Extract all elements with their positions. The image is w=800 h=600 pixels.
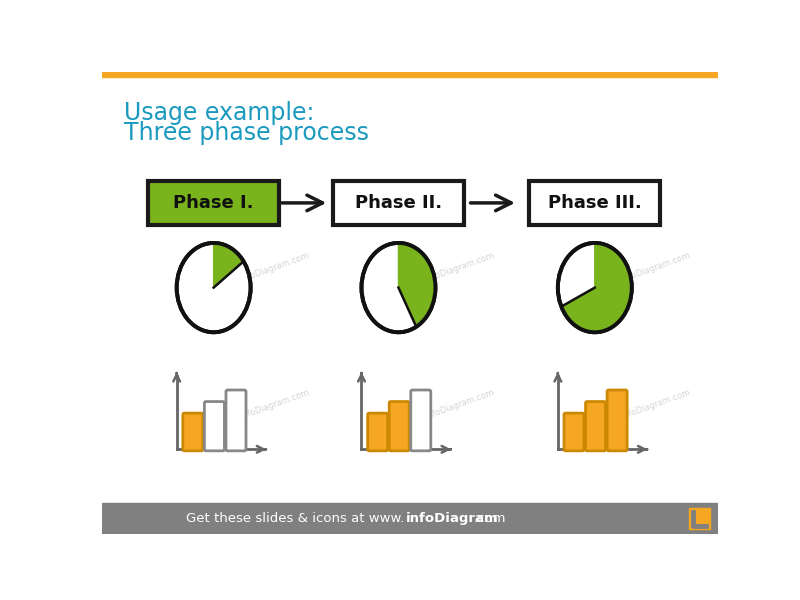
Bar [333,181,464,225]
Bar [530,181,660,225]
Text: © infoDiagram.com: © infoDiagram.com [414,251,495,287]
FancyBboxPatch shape [226,390,246,451]
Text: © infoDiagram.com: © infoDiagram.com [414,388,495,425]
Text: .com: .com [474,512,506,525]
Text: Phase II.: Phase II. [355,194,442,212]
FancyBboxPatch shape [564,413,584,451]
Bar [102,503,718,534]
Text: Usage example:: Usage example: [123,101,314,125]
Ellipse shape [558,243,632,332]
Bar [148,181,279,225]
FancyBboxPatch shape [586,401,606,451]
Text: Three phase process: Three phase process [123,121,369,145]
Polygon shape [398,243,435,327]
Text: Phase I.: Phase I. [174,194,254,212]
FancyBboxPatch shape [390,401,410,451]
Polygon shape [214,243,243,287]
FancyBboxPatch shape [183,413,203,451]
Bar [689,508,710,529]
FancyBboxPatch shape [368,413,388,451]
Text: © infoDiagram.com: © infoDiagram.com [229,388,310,425]
Text: Phase III.: Phase III. [548,194,642,212]
Ellipse shape [362,243,435,332]
Bar [102,72,718,77]
Text: © infoDiagram.com: © infoDiagram.com [610,388,692,425]
Text: © infoDiagram.com: © infoDiagram.com [610,251,692,287]
FancyBboxPatch shape [205,401,225,451]
Text: © infoDiagram.com: © infoDiagram.com [229,251,310,287]
FancyBboxPatch shape [410,390,430,451]
Polygon shape [562,243,632,332]
Text: infoDiagram: infoDiagram [406,512,499,525]
Text: Get these slides & icons at www.: Get these slides & icons at www. [186,512,405,525]
Ellipse shape [177,243,250,332]
FancyBboxPatch shape [607,390,627,451]
